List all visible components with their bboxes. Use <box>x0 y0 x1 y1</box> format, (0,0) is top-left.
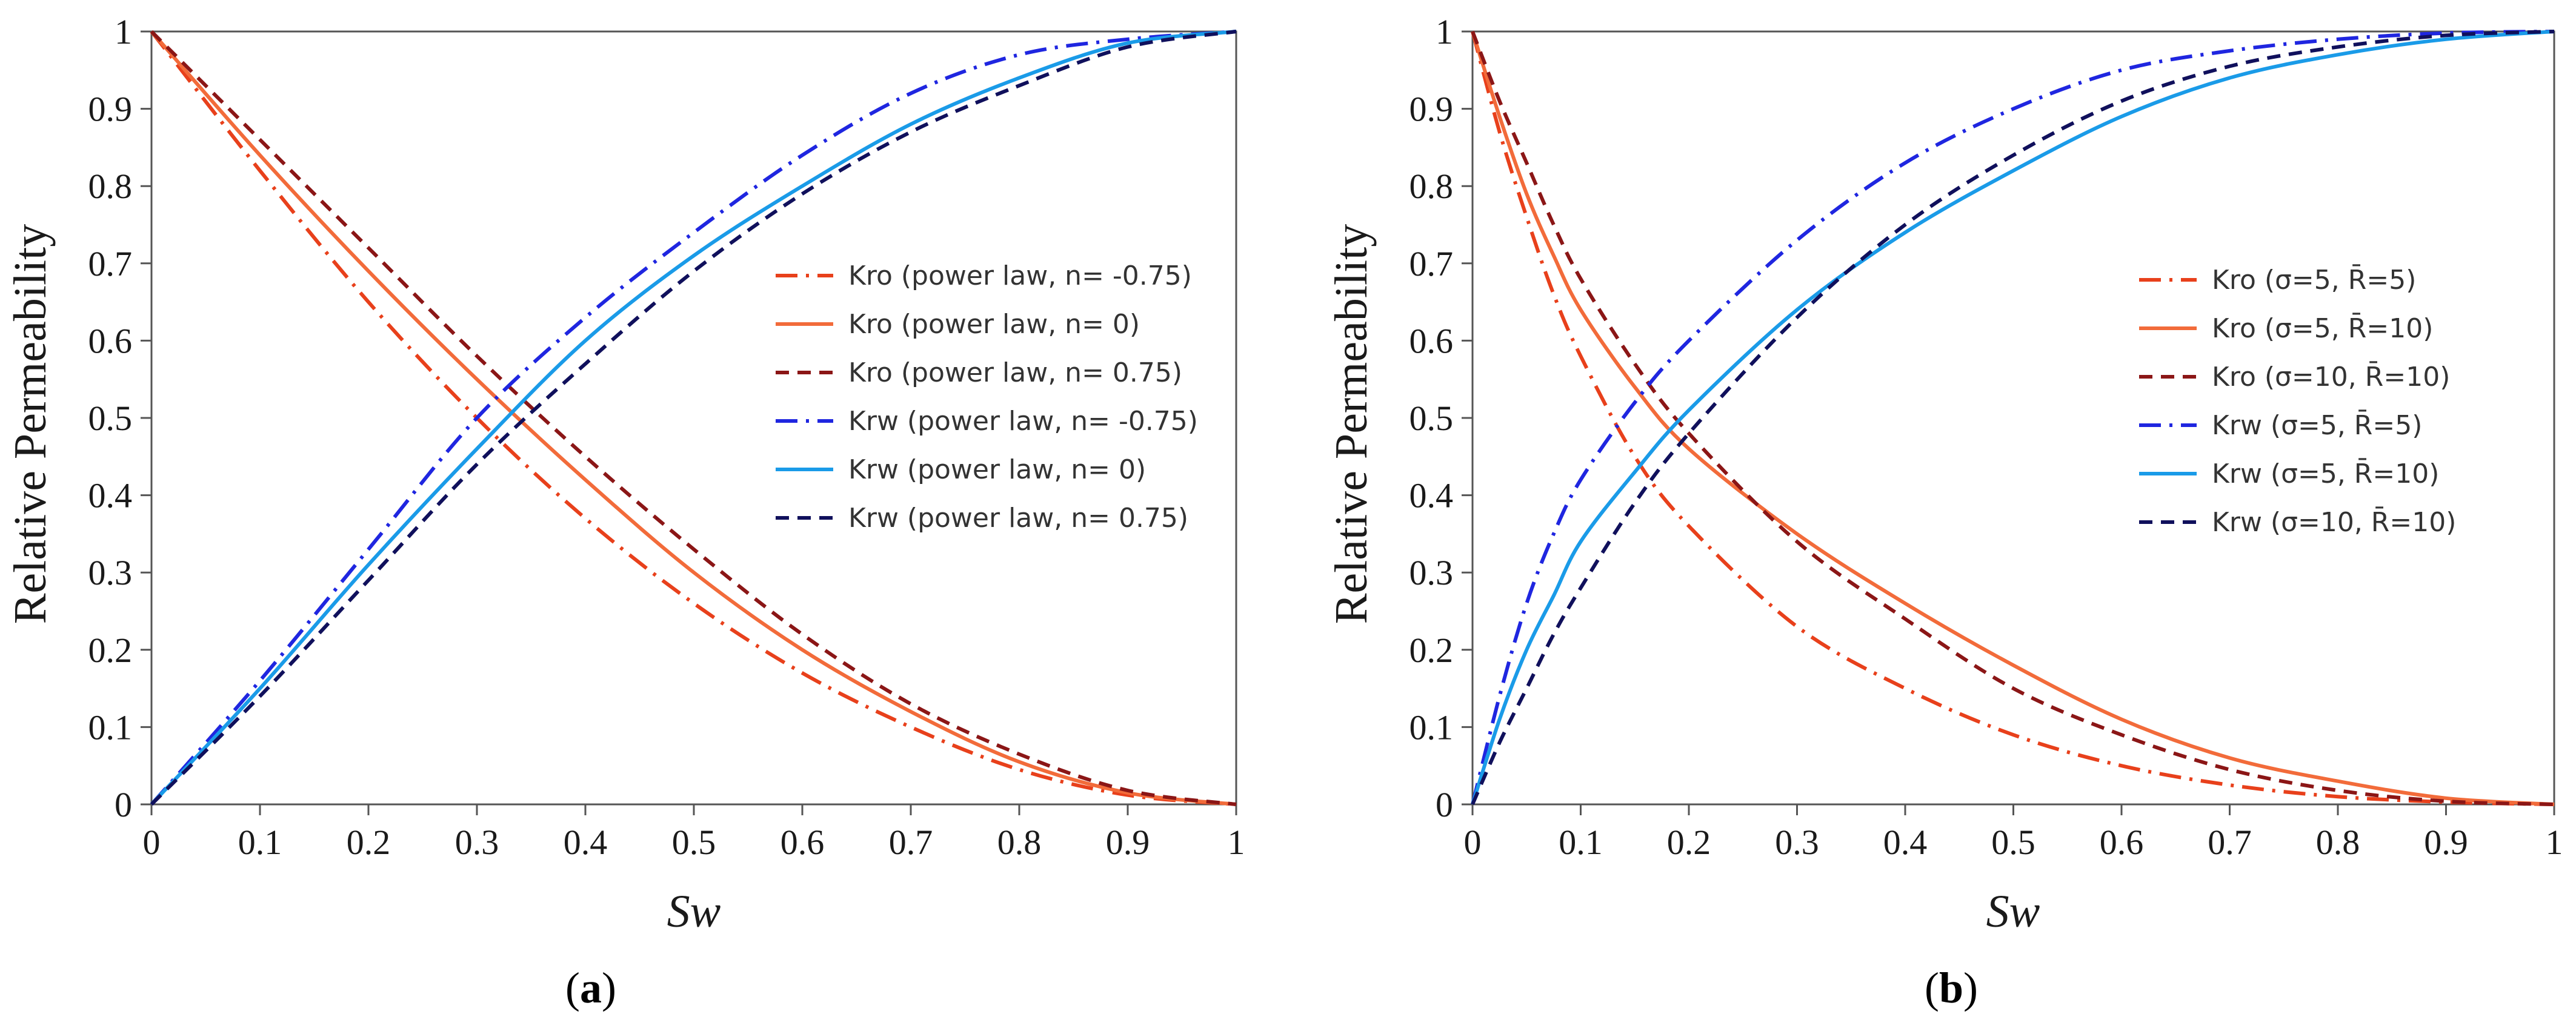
series-line-4 <box>1471 30 2555 805</box>
y-tick-label: 0.2 <box>1409 631 1454 670</box>
series-line-2 <box>1471 31 2555 806</box>
y-axis-label: Relative Permeability <box>5 224 56 624</box>
legend-entry-label: Krw (σ=5, R̄=10) <box>2212 457 2439 489</box>
series-line-5 <box>1471 30 2555 805</box>
series-line-4 <box>150 30 1237 806</box>
series-line-3 <box>150 30 1237 806</box>
y-tick-label: 0.3 <box>88 553 133 592</box>
y-tick-label: 1 <box>1436 12 1453 51</box>
legend-entry-label: Kro (power law, n= -0.75) <box>848 260 1192 291</box>
x-tick-label: 0 <box>143 823 161 862</box>
caption-close: ) <box>602 964 616 1012</box>
x-axis-label: Sw <box>1986 886 2040 937</box>
x-tick-label: 0.7 <box>889 823 933 862</box>
y-tick-label: 0.8 <box>1409 167 1454 206</box>
x-tick-label: 0 <box>1464 823 1482 862</box>
x-tick-label: 0.1 <box>238 823 282 862</box>
legend: Kro (power law, n= -0.75) Kro (power law,… <box>776 260 1198 534</box>
x-tick-label: 0.1 <box>1559 823 1603 862</box>
y-tick-label: 0.1 <box>88 707 133 747</box>
x-tick-label: 0.4 <box>564 823 608 862</box>
legend-entry-label: Kro (σ=10, R̄=10) <box>2212 360 2450 392</box>
series-line-1 <box>1471 31 2555 806</box>
caption-open: ( <box>1925 964 1939 1012</box>
caption-letter: a <box>580 964 602 1012</box>
legend-entry-label: Kro (power law, n= 0.75) <box>848 357 1182 388</box>
series-line-1 <box>150 30 1237 806</box>
panel-b-chart: 0 0.1 0.2 0.3 0.4 0.5 0.6 0.7 0.8 0.9 1 0 0.1 0.2 0.3 0… <box>1326 12 2563 1012</box>
x-tick-label: 1 <box>2546 823 2563 862</box>
y-tick-label: 0.7 <box>1409 244 1454 283</box>
legend: Kro (σ=5, R̄=5) Kro (σ=5, R̄=10) Kro (σ=10… <box>2139 263 2456 538</box>
x-tick-label: 0.3 <box>1775 823 1819 862</box>
y-tick-label: 0.7 <box>88 244 133 283</box>
y-tick-label: 0.8 <box>88 167 133 206</box>
y-tick-label: 0.9 <box>88 90 133 129</box>
x-tick-label: 0.7 <box>2208 823 2252 862</box>
y-tick-label: 0.5 <box>1409 399 1454 438</box>
x-tick-label: 0.2 <box>347 823 391 862</box>
y-tick-label: 0 <box>115 785 132 824</box>
legend-entry-label: Krw (power law, n= -0.75) <box>848 406 1198 437</box>
legend-entry-label: Kro (σ=5, R̄=5) <box>2212 263 2416 296</box>
y-tick-label: 0.3 <box>1409 553 1454 592</box>
series-line-6 <box>1471 30 2555 806</box>
y-tick-label: 0.5 <box>88 399 133 438</box>
y-tick-label: 0.2 <box>88 631 133 670</box>
series-line-6 <box>150 30 1237 806</box>
legend-entry-label: Krw (σ=10, R̄=10) <box>2212 506 2456 538</box>
x-tick-label: 1 <box>1228 823 1245 862</box>
y-tick-label: 0.9 <box>1409 90 1454 129</box>
x-tick-label: 0.8 <box>997 823 1042 862</box>
caption-letter: b <box>1939 964 1963 1012</box>
panel-caption: (b) <box>1925 964 1978 1012</box>
y-tick-label: 1 <box>115 12 132 51</box>
x-tick-label: 0.9 <box>1106 823 1150 862</box>
panel-caption: (a) <box>565 964 616 1012</box>
series-line-3 <box>1471 30 2555 806</box>
y-tick-label: 0.4 <box>88 476 133 515</box>
y-tick-label: 0.6 <box>88 321 133 360</box>
x-tick-label: 0.6 <box>780 823 825 862</box>
y-tick-label: 0 <box>1436 785 1453 824</box>
y-tick-label: 0.4 <box>1409 476 1454 515</box>
x-tick-label: 0.9 <box>2424 823 2468 862</box>
x-tick-label: 0.2 <box>1667 823 1711 862</box>
x-tick-label: 0.6 <box>2100 823 2144 862</box>
x-tick-label: 0.8 <box>2316 823 2360 862</box>
y-axis-label: Relative Permeability <box>1326 224 1377 624</box>
x-tick-label: 0.4 <box>1883 823 1928 862</box>
legend-entry-label: Krw (power law, n= 0.75) <box>848 503 1188 534</box>
panel-a-chart: 0 0.1 0.2 0.3 0.4 0.5 0.6 0.7 0.8 0.9 1 0 0.1 0.2 0.3 0… <box>5 12 1245 1012</box>
x-tick-label: 0.3 <box>455 823 499 862</box>
x-tick-label: 0.5 <box>1991 823 2035 862</box>
legend-entry-label: Kro (σ=5, R̄=10) <box>2212 312 2433 344</box>
series-line-5 <box>150 30 1237 806</box>
legend-entry-label: Krw (power law, n= 0) <box>848 454 1146 485</box>
y-tick-label: 0.6 <box>1409 321 1454 360</box>
legend-entry-label: Kro (power law, n= 0) <box>848 309 1140 340</box>
x-axis-label: Sw <box>667 886 721 937</box>
y-tick-label: 0.1 <box>1409 707 1454 747</box>
legend-entry-label: Krw (σ=5, R̄=5) <box>2212 409 2422 441</box>
caption-open: ( <box>565 964 580 1012</box>
series-line-2 <box>150 30 1237 806</box>
x-tick-label: 0.5 <box>672 823 716 862</box>
caption-close: ) <box>1963 964 1978 1012</box>
